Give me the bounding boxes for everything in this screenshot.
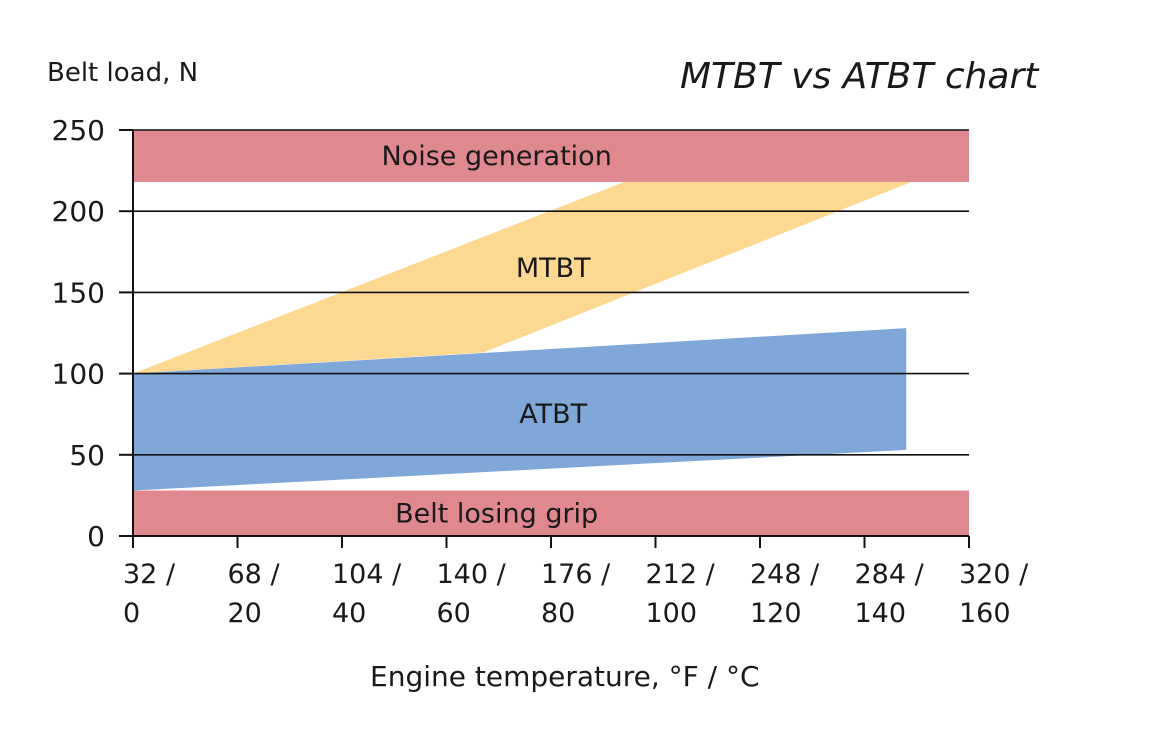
x-tick-label-f-40: 104 /: [332, 559, 402, 590]
x-tick-label-f-0: 32 /: [123, 559, 176, 590]
x-tick-label-c-100: 100: [646, 598, 698, 629]
x-tick-label-f-80: 176 /: [541, 559, 611, 590]
x-tick-label-f-160: 320 /: [959, 559, 1029, 590]
x-tick-label-c-120: 120: [750, 598, 802, 629]
x-tick-label-c-40: 40: [332, 598, 366, 629]
series-label-mtbt: MTBT: [516, 253, 591, 284]
y-tick-label-100: 100: [52, 358, 105, 391]
x-axis-label: Engine temperature, °F / °C: [370, 660, 760, 693]
x-tick-label-c-140: 140: [855, 598, 907, 629]
x-tick-label-c-160: 160: [959, 598, 1011, 629]
y-tick-label-250: 250: [52, 114, 105, 147]
series-atbt-area: [133, 328, 907, 491]
x-tick-label-f-60: 140 /: [437, 559, 507, 590]
x-tick-label-f-120: 248 /: [750, 559, 820, 590]
series-mtbt-area: [133, 181, 912, 374]
y-tick-label-0: 0: [87, 520, 105, 553]
x-tick-label-c-60: 60: [437, 598, 471, 629]
x-tick-label-c-80: 80: [541, 598, 575, 629]
x-tick-label-f-140: 284 /: [855, 559, 925, 590]
zone-label-belt-losing-grip: Belt losing grip: [395, 498, 598, 529]
y-axis-label: Belt load, N: [47, 58, 199, 88]
y-tick-label-200: 200: [52, 195, 105, 228]
zone-belt-losing-grip: [133, 490, 969, 536]
zone-label-noise-generation: Noise generation: [381, 141, 611, 172]
x-tick-label-f-20: 68 /: [228, 559, 281, 590]
y-tick-label-50: 50: [69, 439, 105, 472]
x-tick-label-f-100: 212 /: [646, 559, 716, 590]
x-tick-label-c-20: 20: [228, 598, 262, 629]
series-label-atbt: ATBT: [519, 399, 587, 430]
chart-title: MTBT vs ATBT chart: [680, 56, 1039, 97]
x-tick-label-c-0: 0: [123, 598, 140, 629]
zone-noise-generation: [133, 130, 969, 182]
y-tick-label-150: 150: [52, 276, 105, 309]
